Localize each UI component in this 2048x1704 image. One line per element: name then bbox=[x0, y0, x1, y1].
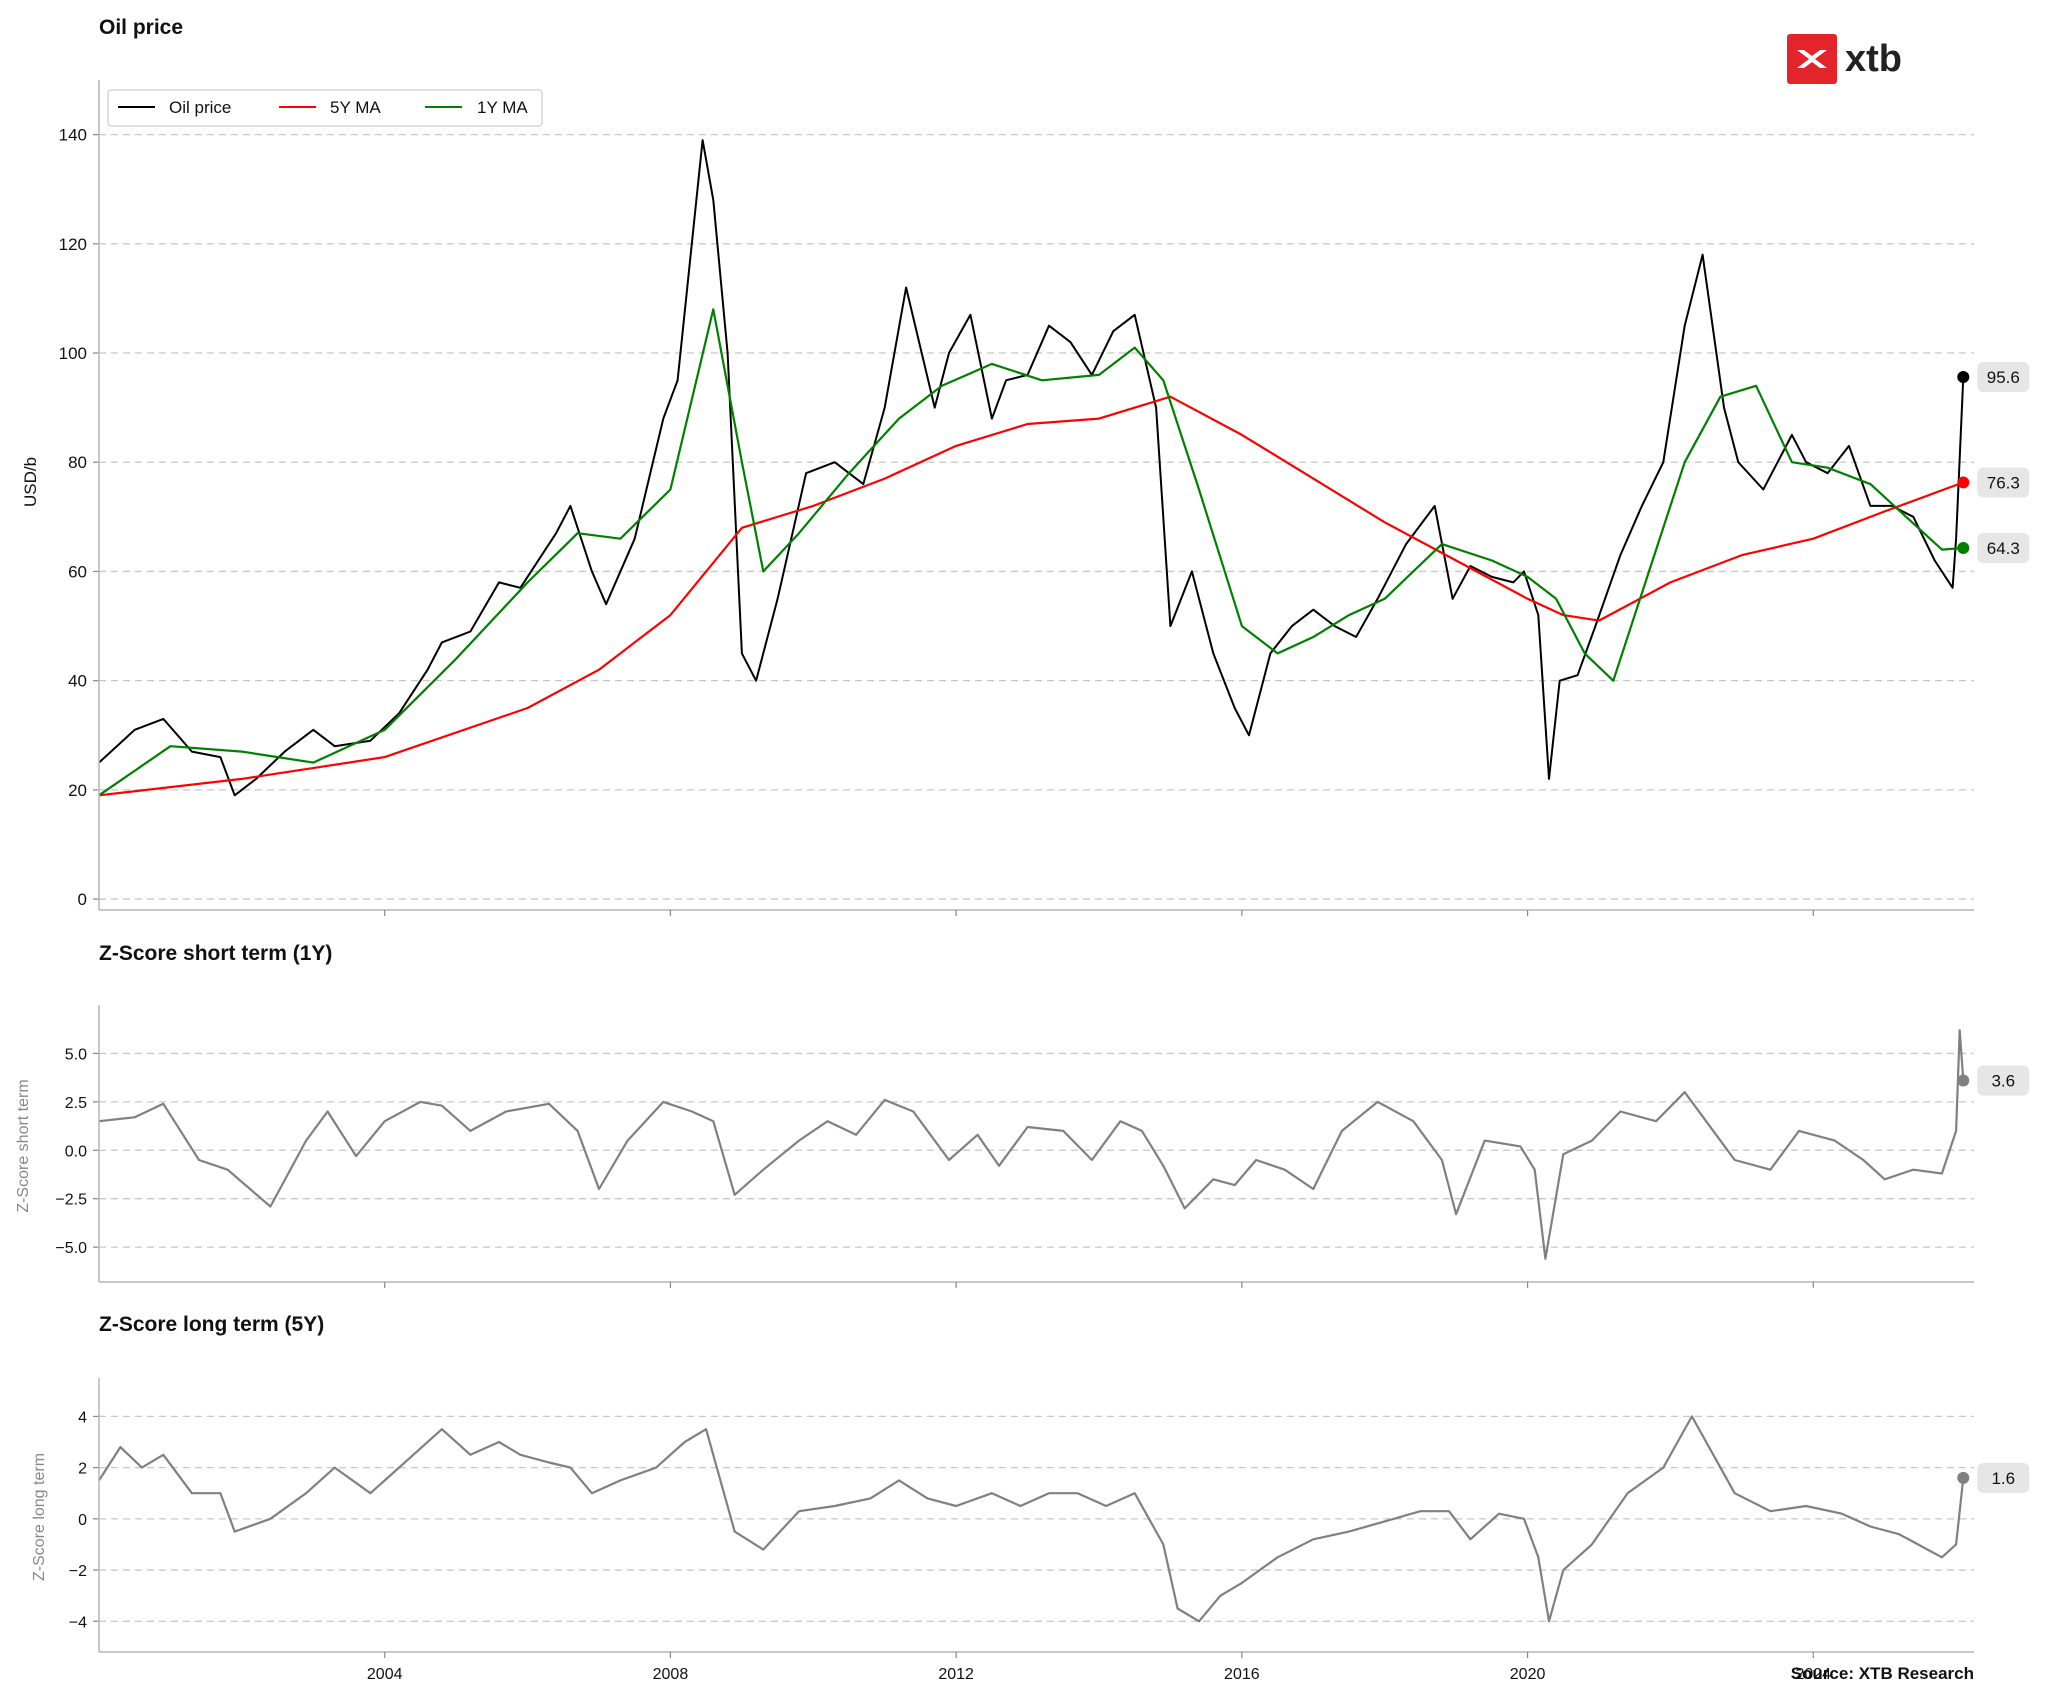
end-value-badge bbox=[1977, 362, 2030, 393]
end-value-badge bbox=[1977, 467, 2030, 498]
end-point-marker bbox=[1957, 541, 1970, 554]
y-tick-label: 20 bbox=[68, 781, 87, 800]
zscore-long-title: Z-Score long term (5Y) bbox=[99, 1313, 324, 1336]
end-value-badge bbox=[1977, 532, 2030, 563]
zscore-short-panel: Z-Score short term (1Y) Z-Score short te… bbox=[15, 942, 2030, 1288]
y-tick-label: 40 bbox=[68, 672, 87, 691]
series-line bbox=[98, 395, 1964, 797]
end-value-badge bbox=[1977, 1065, 2030, 1096]
zscore-long-axes bbox=[98, 1378, 1974, 1653]
end-value-label: 95.6 bbox=[1987, 368, 2020, 387]
end-value-label: 3.6 bbox=[1991, 1072, 2015, 1091]
y-tick-label: 5.0 bbox=[65, 1046, 87, 1063]
zscore-short-series bbox=[98, 1029, 1965, 1260]
x-tick-label: 2004 bbox=[367, 1666, 403, 1683]
zscore-long-y-axis: −4 −2 0 2 4 bbox=[69, 1409, 99, 1631]
legend-box bbox=[107, 89, 543, 127]
y-tick-label: 60 bbox=[68, 562, 87, 581]
legend-oil-price-label: Oil price bbox=[169, 98, 231, 117]
y-tick-label: −2.5 bbox=[55, 1192, 87, 1209]
zscore-long-grid bbox=[99, 1415, 1974, 1622]
end-value-badge bbox=[1977, 1462, 2030, 1493]
x-tick-label: 2012 bbox=[938, 1666, 974, 1683]
y-tick-label: 100 bbox=[59, 344, 87, 363]
zscore-long-panel: Z-Score long term (5Y) Z-Score long term… bbox=[31, 1313, 2030, 1683]
zscore-short-axes bbox=[98, 1005, 1974, 1283]
oil-price-axes bbox=[98, 80, 1974, 911]
oil-price-title: Oil price bbox=[99, 16, 183, 39]
y-tick-label: 0.0 bbox=[65, 1143, 87, 1160]
y-tick-label: −4 bbox=[69, 1614, 87, 1631]
source-note: Source: XTB Research bbox=[1791, 1664, 1974, 1683]
oil-price-panel: Oil price USD/b 0 20 40 60 80 100 120 140 95.6 7… bbox=[21, 16, 2030, 916]
series-line bbox=[98, 139, 1965, 797]
zscore-short-end-label: 3.6 bbox=[1957, 1065, 2030, 1096]
xtb-logo-text: xtb bbox=[1845, 37, 1902, 80]
end-point-marker bbox=[1957, 371, 1970, 384]
zscore-long-ylabel: Z-Score long term bbox=[31, 1453, 48, 1581]
zscore-long-series bbox=[98, 1415, 1965, 1623]
zscore-short-grid bbox=[99, 1052, 1974, 1248]
oil-price-end-labels: 95.6 76.3 64.3 bbox=[1957, 362, 2030, 563]
end-value-label: 64.3 bbox=[1987, 539, 2020, 558]
xtb-x-icon bbox=[1797, 50, 1827, 68]
legend-5y-ma-label: 5Y MA bbox=[330, 98, 381, 117]
y-tick-label: −5.0 bbox=[55, 1240, 87, 1257]
end-point-marker bbox=[1957, 1074, 1970, 1087]
x-tick-label: 2024 bbox=[1795, 1666, 1831, 1683]
series-line bbox=[98, 308, 1964, 797]
x-tick-label: 2020 bbox=[1510, 1666, 1546, 1683]
end-value-label: 76.3 bbox=[1987, 473, 2020, 492]
series-line bbox=[98, 1029, 1965, 1260]
y-tick-label: 120 bbox=[59, 235, 87, 254]
y-tick-label: 140 bbox=[59, 126, 87, 145]
y-tick-label: 4 bbox=[78, 1409, 87, 1426]
y-tick-label: 0 bbox=[78, 890, 87, 909]
end-point-marker bbox=[1957, 476, 1970, 489]
legend: Oil price 5Y MA 1Y MA bbox=[107, 89, 543, 127]
end-value-label: 1.6 bbox=[1991, 1469, 2015, 1488]
oil-price-y-axis: 0 20 40 60 80 100 120 140 bbox=[59, 126, 99, 909]
zscore-long-end-label: 1.6 bbox=[1957, 1462, 2030, 1493]
series-line bbox=[98, 1415, 1965, 1623]
oil-price-x-ticks bbox=[384, 910, 1814, 916]
zscore-short-x-ticks bbox=[384, 1282, 1814, 1288]
oil-price-grid bbox=[99, 133, 1974, 900]
x-tick-label: 2016 bbox=[1224, 1666, 1260, 1683]
end-point-marker bbox=[1957, 1471, 1970, 1484]
y-tick-label: 0 bbox=[78, 1512, 87, 1529]
zscore-short-ylabel: Z-Score short term bbox=[15, 1079, 32, 1212]
xtb-logo: xtb bbox=[1787, 32, 1917, 86]
zscore-short-title: Z-Score short term (1Y) bbox=[99, 942, 332, 965]
zscore-short-y-axis: −5.0 −2.5 0.0 2.5 5.0 bbox=[55, 1046, 99, 1257]
y-tick-label: 80 bbox=[68, 453, 87, 472]
zscore-long-x-ticks: 2004 2008 2012 2016 2020 2024 bbox=[367, 1652, 1831, 1683]
legend-1y-ma-label: 1Y MA bbox=[477, 98, 528, 117]
oil-price-series bbox=[98, 139, 1965, 797]
y-tick-label: −2 bbox=[69, 1563, 87, 1580]
x-tick-label: 2008 bbox=[653, 1666, 689, 1683]
y-tick-label: 2.5 bbox=[65, 1095, 87, 1112]
oil-price-ylabel: USD/b bbox=[21, 457, 40, 507]
y-tick-label: 2 bbox=[78, 1461, 87, 1478]
xtb-logo-mark bbox=[1787, 34, 1837, 84]
